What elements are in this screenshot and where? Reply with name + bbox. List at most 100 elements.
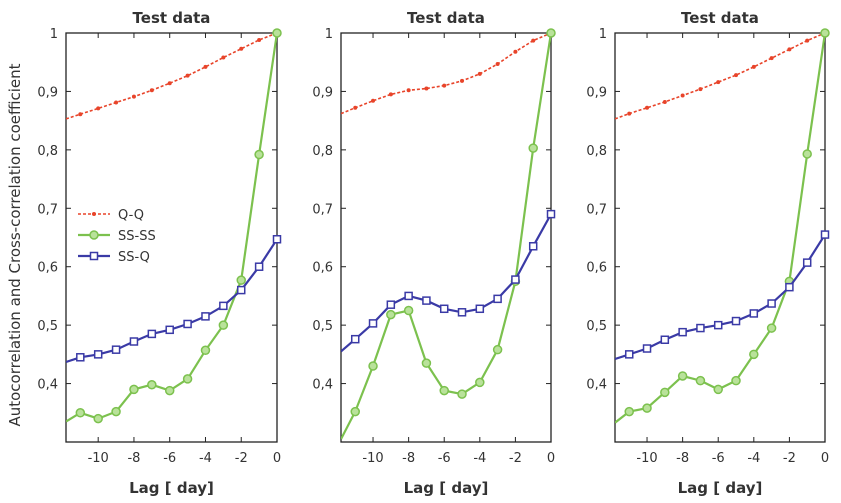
x-tick-label: -4 [199,451,212,466]
series-q-q-line [66,33,277,120]
series-q-q-point [751,64,756,69]
series-ss-ss-point [731,375,741,386]
series-q-q-point [495,61,500,66]
series-q-q-point [78,112,83,117]
series-ss-ss-point [677,371,688,381]
series-ss-ss-point [546,28,556,38]
chart-title: Test data [681,9,759,27]
series-ss-q-point [660,335,670,344]
series-q-q-point [388,92,393,97]
y-tick-label: 0,9 [37,85,58,100]
series-q-q-point [221,55,226,60]
series-ss-q-point [129,337,139,346]
series-q-q-point [114,100,119,105]
y-tick-label: 0,5 [312,319,333,334]
series-ss-ss-point [421,358,432,368]
x-tick-label: -10 [88,451,109,466]
series-ss-ss-point [766,323,777,333]
series-q-q-point [734,73,739,78]
legend-ss-q-marker [89,251,99,261]
series-q-q-point [769,56,774,61]
x-tick-label: -8 [127,451,140,466]
series-ss-ss-line [615,33,825,424]
legend-ss-ss-label: SS-SS [118,229,156,244]
chart-panel-1: Test data -10 -8 -6 -4 -2 0 0,4 0,5 0,6 0,7 0,8 0,9 1… [37,9,282,497]
y-tick-label: 0,8 [37,144,58,159]
series-q-q-point [662,99,667,104]
series-ss-ss-point [147,379,157,390]
series-q-q-point [477,71,482,76]
y-tick-label: 0,9 [312,85,333,100]
series-ss-q-point [147,329,157,339]
series-q-q-point [698,87,703,92]
series-q-q-point [406,88,411,93]
series-ss-ss-point [439,385,449,396]
axes-frame [614,32,826,443]
series-ss-ss-point [254,149,264,160]
series-ss-ss-point [236,275,246,285]
series-ss-ss-point [528,143,538,153]
series-q-q-point [149,88,154,93]
series-ss-q-point [696,323,705,333]
y-tick-label: 1 [325,27,333,42]
series-ss-q-point [475,304,485,314]
y-tick-label: 0,9 [586,85,607,100]
series-ss-ss-point [624,406,634,417]
series-ss-q-point [111,345,121,354]
series-ss-q-point [254,262,264,271]
x-tick-label: -2 [783,451,796,466]
series-ss-ss-point [75,408,86,418]
series-ss-ss-point [200,345,211,356]
x-tick-label: -2 [235,451,248,466]
series-ss-q-point [236,285,246,295]
x-tick-label: -6 [163,451,176,466]
y-tick-label: 0,8 [312,144,333,159]
series-ss-ss-point [129,384,139,395]
series-q-q-point [203,64,208,69]
series-ss-ss-point [350,406,360,417]
x-tick-label: -8 [676,451,689,466]
y-tick-label: 0,4 [312,378,333,393]
series-q-q-point [167,81,172,86]
x-axis-label: Lag [ day] [129,479,214,497]
chart-panel-2: Test data -10 -8 -6 -4 -2 0 0,4 0,5 0,6 0,7 0,8 0,9 1… [312,9,556,497]
legend-q-q-label: Q-Q [118,208,144,223]
y-tick-label: 0,6 [312,261,333,276]
x-tick-label: -10 [636,451,657,466]
x-axis-label: Lag [ day] [404,479,489,497]
series-ss-ss-line [66,33,277,423]
series-ss-ss-point [218,320,229,330]
series-q-q-point [513,49,518,54]
y-tick-label: 1 [50,27,58,42]
series-q-q-point [805,38,810,43]
axes-frame [340,32,552,443]
series-ss-ss-point [642,403,652,413]
series-ss-q-point [76,353,85,362]
series-ss-q-point [183,319,192,329]
x-tick-label: -8 [402,451,415,466]
x-axis-label: Lag [ day] [678,479,763,497]
series-q-q-point [131,94,136,99]
series-q-q-point [257,38,262,43]
legend-q-q-marker [92,212,96,216]
y-tick-label: 0,7 [37,202,58,217]
series-q-q-point [787,47,792,52]
series-ss-ss-point [164,385,175,396]
series-q-q-point [239,46,244,51]
series-q-q-point [424,86,429,91]
series-ss-q-point [642,344,652,353]
y-tick-label: 0,6 [586,261,607,276]
chart-title: Test data [133,9,211,27]
series-ss-q-point [731,316,741,326]
y-tick-label: 0,4 [37,378,58,393]
series-q-q-point [460,78,465,83]
series-ss-q-point [820,230,830,239]
series-q-q-point [353,105,358,110]
series-ss-q-point [713,320,723,330]
series-ss-ss-point [475,377,485,388]
chart-title: Test data [407,9,485,27]
series-ss-ss-point [695,375,706,386]
series-ss-ss-point [386,309,396,320]
series-ss-ss-point [93,413,103,424]
